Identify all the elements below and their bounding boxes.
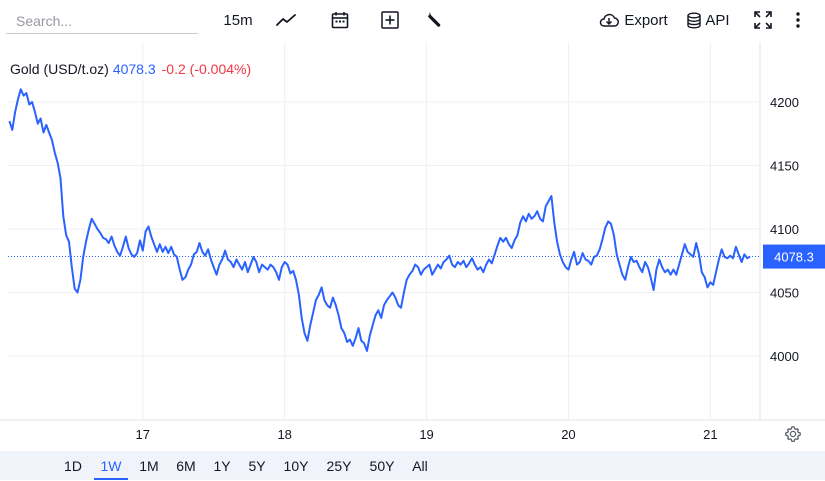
- calendar-icon[interactable]: [326, 6, 354, 34]
- chart-legend: Gold (USD/t.oz) 4078.3 -0.2 (-0.004%): [10, 61, 251, 77]
- current-price-tag-label: 4078.3: [774, 250, 814, 265]
- legend-change: -0.2 (-0.004%): [161, 61, 252, 77]
- interval-selector[interactable]: 15m: [218, 6, 258, 34]
- price-chart[interactable]: 4000 4050 4100 4150 4200 17 18 19 20 21 4078.3: [0, 40, 825, 450]
- more-menu-icon[interactable]: [788, 6, 808, 34]
- wrench-icon[interactable]: [420, 6, 448, 34]
- x-tick-label: 19: [419, 427, 433, 442]
- legend-symbol: Gold (USD/t.oz): [10, 61, 109, 77]
- fullscreen-icon[interactable]: [750, 6, 776, 34]
- y-tick-label: 4050: [770, 286, 799, 301]
- x-tick-label: 21: [703, 427, 717, 442]
- add-indicator-icon[interactable]: [376, 6, 404, 34]
- search-input[interactable]: [6, 8, 198, 34]
- y-tick-label: 4200: [770, 95, 799, 110]
- line-chart-icon[interactable]: [272, 6, 300, 34]
- current-price-tag: [763, 244, 825, 269]
- legend-price: 4078.3: [112, 61, 156, 77]
- range-button-50y[interactable]: 50Y: [369, 458, 395, 474]
- x-tick-label: 17: [136, 427, 150, 442]
- chart-settings-gear-icon[interactable]: [784, 425, 802, 443]
- top-toolbar: 15m Export API: [0, 0, 825, 40]
- y-tick-label: 4150: [770, 159, 799, 174]
- x-tick-label: 20: [561, 427, 575, 442]
- y-tick-label: 4100: [770, 222, 799, 237]
- price-series-line: [8, 88, 751, 352]
- x-tick-label: 18: [277, 427, 291, 442]
- api-button[interactable]: API: [684, 6, 732, 34]
- range-button-10y[interactable]: 10Y: [283, 458, 309, 474]
- range-button-25y[interactable]: 25Y: [326, 458, 352, 474]
- range-button-1y[interactable]: 1Y: [213, 458, 231, 474]
- database-icon: [687, 12, 702, 28]
- range-button-1w[interactable]: 1W: [94, 451, 128, 480]
- range-button-5y[interactable]: 5Y: [248, 458, 266, 474]
- cloud-download-icon: [600, 13, 620, 27]
- export-button[interactable]: Export: [597, 6, 669, 34]
- range-selector-bar: 1D 1W 1M 6M 1Y 5Y 10Y 25Y 50Y All: [0, 451, 825, 480]
- interval-label: 15m: [223, 11, 253, 29]
- api-label: API: [705, 11, 730, 29]
- range-button-1m[interactable]: 1M: [139, 458, 159, 474]
- y-tick-label: 4000: [770, 349, 799, 364]
- range-button-1d[interactable]: 1D: [64, 458, 82, 474]
- range-button-all[interactable]: All: [412, 458, 428, 474]
- range-button-6m[interactable]: 6M: [176, 458, 196, 474]
- export-label: Export: [624, 11, 668, 29]
